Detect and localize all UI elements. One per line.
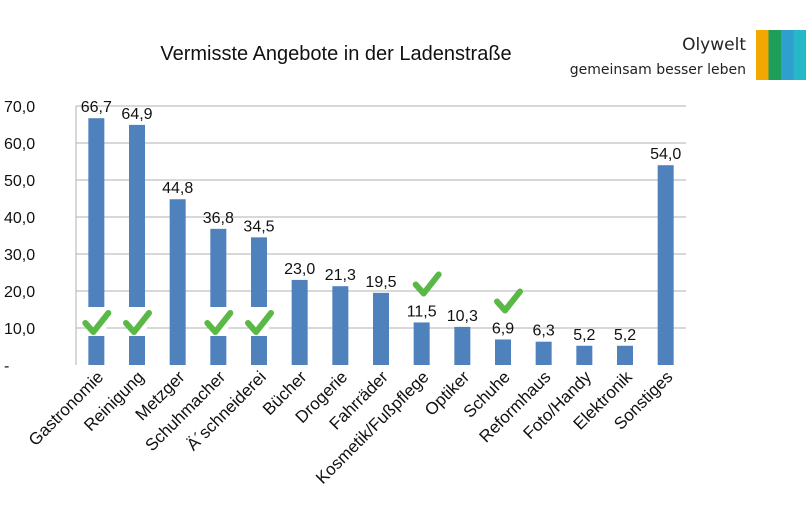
bar <box>291 279 308 365</box>
bar <box>576 345 593 365</box>
data-label: 23,0 <box>284 261 315 278</box>
checkmarks <box>82 271 523 336</box>
y-tick-label: 30,0 <box>4 247 35 264</box>
data-label: 34,5 <box>243 218 274 235</box>
y-tick-label: - <box>4 358 9 375</box>
bar <box>210 228 227 365</box>
chart-title: Vermisste Angebote in der Ladenstraße <box>160 43 511 65</box>
y-tick-label: 20,0 <box>4 284 35 301</box>
value-labels: 66,7 64,9 44,8 36,8 34,5 23,0 21,3 19,5 11,5 10,3… <box>81 99 682 344</box>
bar <box>251 237 267 365</box>
logo-stripe <box>768 30 781 80</box>
bar <box>657 165 674 365</box>
checkmark-icon <box>412 271 442 297</box>
data-label: 6,3 <box>533 323 555 340</box>
data-label: 44,8 <box>162 180 193 197</box>
bar <box>88 118 105 366</box>
bar <box>332 286 349 365</box>
bar-series <box>88 118 674 366</box>
data-label: 19,5 <box>365 274 396 291</box>
logo-stripe <box>781 30 794 80</box>
data-label: 5,2 <box>573 327 595 344</box>
data-label: 6,9 <box>492 320 514 337</box>
checkmark-icon <box>245 310 274 335</box>
data-label: 64,9 <box>121 106 152 123</box>
bar <box>413 322 430 365</box>
data-label: 36,8 <box>203 210 234 227</box>
y-tick-label: 10,0 <box>4 321 35 338</box>
data-label: 54,0 <box>650 146 681 163</box>
data-label: 66,7 <box>81 99 112 116</box>
brand-logo <box>756 30 806 80</box>
checkmark-icon <box>494 288 523 314</box>
checkmark-icon <box>204 310 234 335</box>
logo-stripe <box>756 30 769 80</box>
brand-name: Olywelt <box>682 35 746 55</box>
bar <box>535 341 552 365</box>
y-tick-label: 50,0 <box>4 173 35 190</box>
checkmark-icon <box>123 310 152 335</box>
y-tick-label: 40,0 <box>4 210 35 227</box>
bar <box>169 199 186 365</box>
brand-tagline: gemeinsam besser leben <box>569 62 746 78</box>
logo-stripe <box>793 30 806 80</box>
bar <box>454 326 471 365</box>
bar <box>129 124 145 366</box>
data-label: 21,3 <box>325 267 356 284</box>
bar <box>373 292 389 365</box>
checkmark-icon <box>82 310 112 335</box>
data-label: 11,5 <box>407 303 437 320</box>
data-label: 5,2 <box>614 327 636 344</box>
y-tick-label: 60,0 <box>4 136 35 153</box>
y-tick-label: 70,0 <box>4 99 35 116</box>
bar <box>617 345 633 365</box>
bar <box>495 339 511 365</box>
y-axis: - 10,0 20,0 30,0 40,0 50,0 60,0 70,0 <box>4 99 77 375</box>
brand-block: Olywelt gemeinsam besser leben <box>570 34 746 80</box>
data-label: 10,3 <box>447 308 478 325</box>
